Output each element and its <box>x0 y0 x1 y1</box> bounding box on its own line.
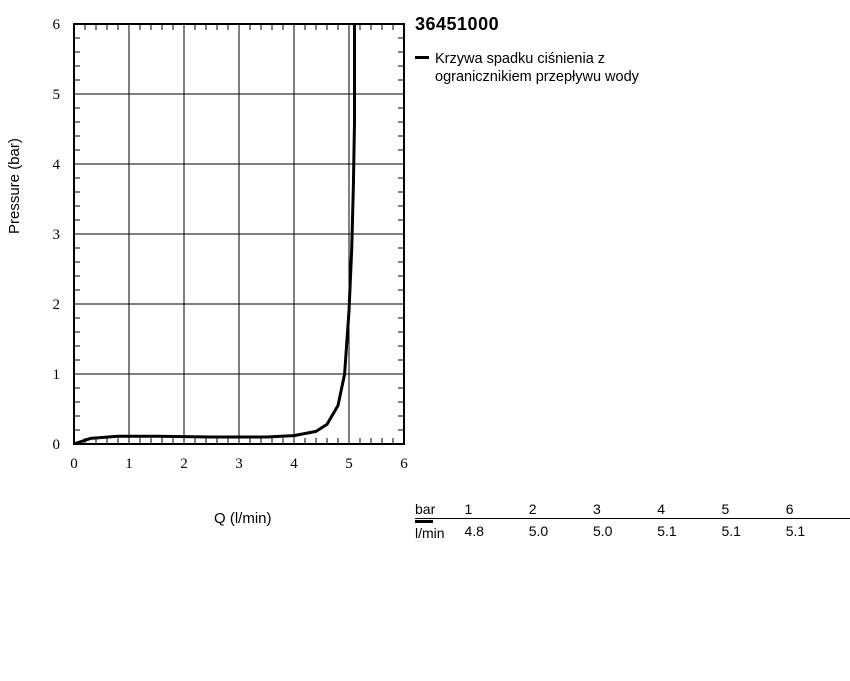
flow-data-table: bar 1 2 3 4 5 6 l/min 4.8 5.0 5.0 5.1 5.… <box>415 500 850 542</box>
legend: Krzywa spadku ciśnienia z ogranicznikiem… <box>415 50 639 86</box>
svg-text:0: 0 <box>70 456 78 472</box>
table-data-cell: 5.1 <box>786 519 850 543</box>
table-header-row: bar 1 2 3 4 5 6 <box>415 500 850 519</box>
table-data-cell: 5.0 <box>529 519 593 543</box>
table-header-cell: 5 <box>721 500 785 519</box>
svg-text:4: 4 <box>53 157 61 173</box>
x-axis-label: Q (l/min) <box>214 510 272 527</box>
table-data-cell: 5.0 <box>593 519 657 543</box>
table-data-cell: 4.8 <box>464 519 528 543</box>
table-header-cell: 1 <box>464 500 528 519</box>
table-unit-label: l/min <box>415 525 445 541</box>
svg-text:2: 2 <box>180 456 188 472</box>
svg-text:6: 6 <box>53 17 61 33</box>
svg-text:2: 2 <box>53 297 61 313</box>
legend-text-line1: Krzywa spadku ciśnienia z <box>435 51 605 67</box>
table-header-cell: 3 <box>593 500 657 519</box>
svg-text:1: 1 <box>125 456 133 472</box>
table-header-cell: 2 <box>529 500 593 519</box>
table-data-row: l/min 4.8 5.0 5.0 5.1 5.1 5.1 <box>415 519 850 543</box>
pressure-flow-chart: 01234560123456 Pressure (bar) Q (l/min) <box>14 14 414 499</box>
series-dash-icon <box>415 520 433 523</box>
table-unit-cell: l/min <box>415 519 464 543</box>
svg-text:3: 3 <box>235 456 243 472</box>
page-root: 01234560123456 Pressure (bar) Q (l/min) … <box>0 0 850 681</box>
svg-text:4: 4 <box>290 456 298 472</box>
chart-svg: 0 1 2 3 4 5 6 0 1 2 3 4 5 6 <box>14 14 414 494</box>
svg-text:5: 5 <box>53 87 61 103</box>
svg-text:1: 1 <box>53 367 61 383</box>
y-axis-label: Pressure (bar) <box>6 138 23 234</box>
table-header-cell: 4 <box>657 500 721 519</box>
svg-text:3: 3 <box>53 227 61 243</box>
table-header-cell: 6 <box>786 500 850 519</box>
svg-text:6: 6 <box>400 456 408 472</box>
legend-text-line2: ogranicznikiem przepływu wody <box>435 69 639 85</box>
svg-text:5: 5 <box>345 456 353 472</box>
legend-line-icon <box>415 56 429 59</box>
table-data-cell: 5.1 <box>721 519 785 543</box>
table-header-bar: bar <box>415 500 464 519</box>
table-data-cell: 5.1 <box>657 519 721 543</box>
svg-text:0: 0 <box>53 437 61 453</box>
product-code: 36451000 <box>415 14 499 35</box>
